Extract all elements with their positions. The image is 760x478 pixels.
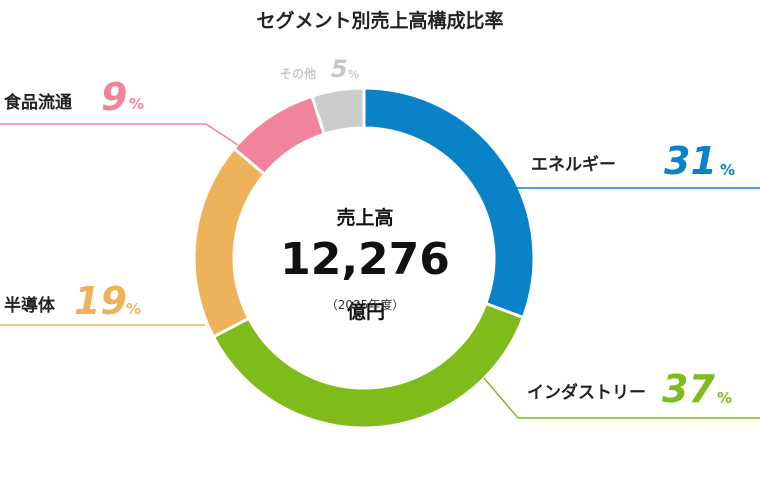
center-total-value: 12,276 [280,234,450,285]
leader-line-industry [483,377,760,419]
center-year-note: （2025年度） [325,298,405,312]
leader-line-food [0,123,239,146]
label-industry-pct: % [717,389,733,407]
center-caption: 売上高 [336,207,394,229]
label-energy-name: エネルギー [531,155,616,175]
center-total-unit: 億円 [346,301,385,323]
label-other-value: 5 [331,55,348,83]
label-energy-pct: % [720,161,736,179]
label-other-name: その他 [280,67,317,81]
label-industry-name: インダストリー [527,383,646,403]
label-other-pct: % [348,68,360,81]
donut-slice-other [310,86,366,137]
label-food-value: 9 [101,75,128,119]
label-industry-value: 37 [662,367,715,411]
chart-title: セグメント別売上高構成比率 [256,10,504,32]
label-semiconductor-pct: % [126,300,142,318]
label-energy-value: 31 [664,139,717,183]
label-semiconductor-value: 19 [74,279,127,323]
donut-slice-semiconductor [192,146,267,339]
center-total: 12,276億円 [280,238,450,326]
donut-slice-industry [211,301,526,430]
label-food-name: 食品流通 [4,93,72,113]
label-semiconductor-name: 半導体 [4,296,55,316]
label-food-pct: % [129,95,145,113]
